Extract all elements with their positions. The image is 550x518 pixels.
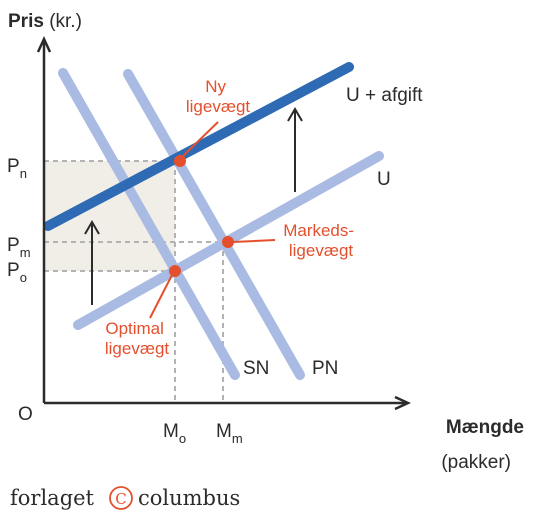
curve-u-afgift	[43, 62, 354, 231]
point-markeds-ligevaegt	[222, 236, 234, 248]
publisher-logo: forlaget C columbus	[10, 486, 240, 510]
axes	[36, 36, 411, 411]
guide-lines	[44, 160, 228, 403]
label-u: U	[377, 169, 391, 190]
brand-right: columbus	[138, 486, 240, 510]
leader-ny	[182, 121, 219, 157]
label-sn: SN	[243, 358, 269, 379]
curve-pn	[123, 69, 305, 380]
leader-optimal	[149, 274, 173, 319]
origin-label: O	[18, 404, 33, 425]
brand-left: forlaget	[10, 486, 95, 510]
x-axis-title: Mængde	[446, 417, 524, 438]
point-ny-ligevaegt	[174, 155, 186, 167]
shift-arrow-left-head	[84, 220, 100, 235]
leader-markeds	[232, 239, 276, 243]
shift-arrows	[84, 107, 303, 305]
tick-mo: Mo	[163, 421, 186, 446]
copyright-mark: C	[115, 490, 126, 508]
point-optimal-ligevaegt	[169, 265, 181, 277]
leader-lines	[149, 121, 276, 319]
x-axis-unit: (pakker)	[441, 452, 511, 473]
label-u-afgift: U + afgift	[346, 85, 423, 106]
label-pn: PN	[312, 358, 338, 379]
shift-arrow-right-head	[287, 107, 303, 122]
label-optimal-ligevaegt: Optimal ligevægt	[105, 319, 170, 358]
tick-mm: Mm	[216, 421, 243, 446]
y-axis-arrowhead	[36, 36, 52, 53]
label-markeds-ligevaegt: Markeds- ligevægt	[283, 221, 359, 260]
y-axis-title: Pris (kr.)	[8, 11, 82, 32]
tick-pn: Pn	[7, 156, 27, 181]
tick-po: Po	[7, 260, 27, 285]
copyright-circle-icon	[109, 486, 133, 510]
x-axis-arrowhead	[394, 395, 411, 411]
tick-pm: Pm	[7, 235, 31, 260]
label-ny-ligevaegt: Ny ligevægt	[186, 77, 251, 116]
curve-sn	[58, 68, 240, 380]
